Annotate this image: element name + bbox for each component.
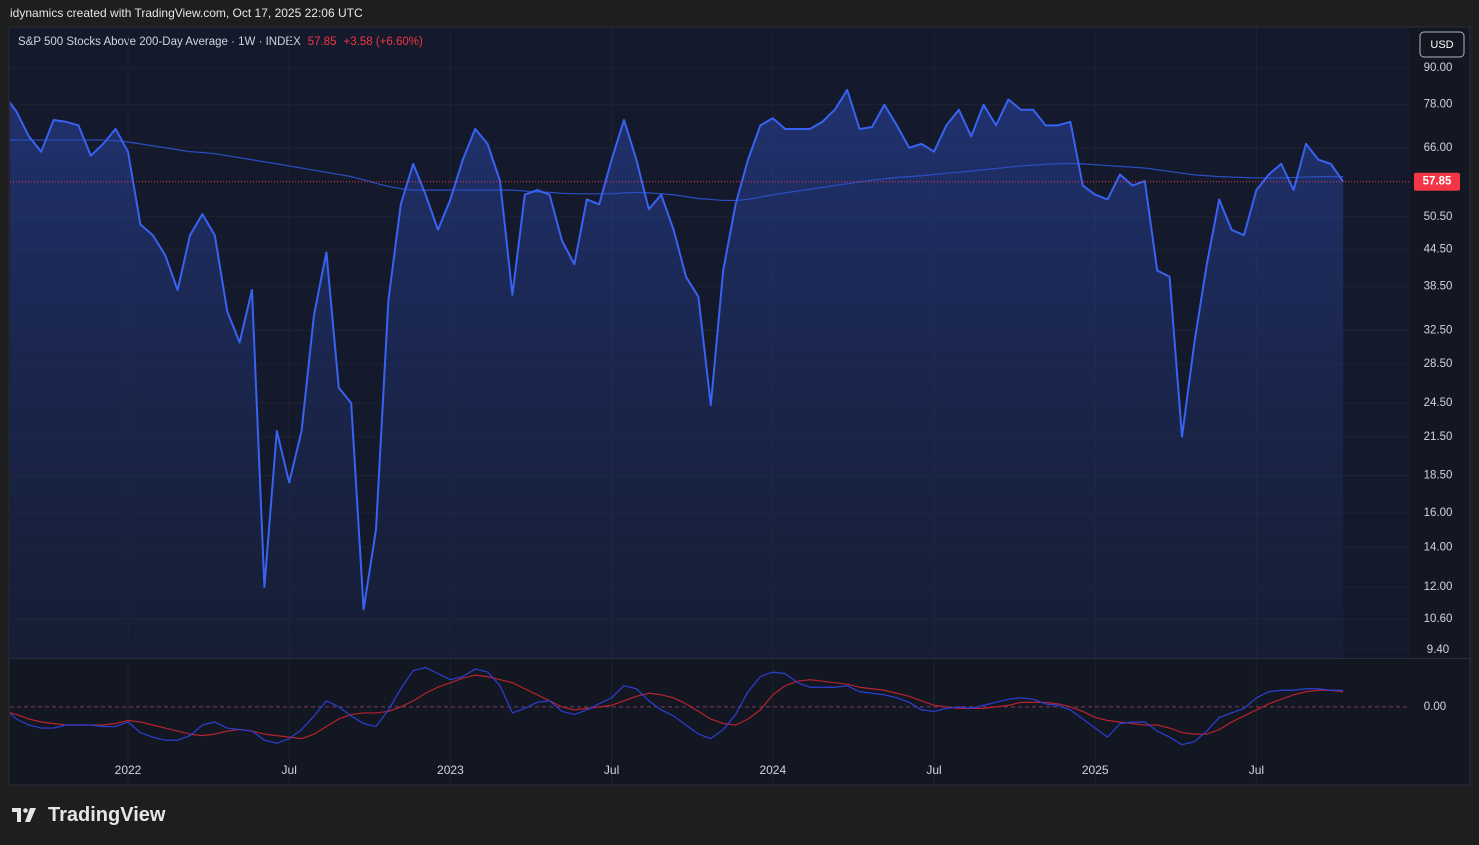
attribution: idynamics created with TradingView.com, … [10,6,363,20]
last-value-label: 57.85 [1423,176,1452,188]
y-tick-label: 78.00 [1424,99,1453,111]
last-value-tag [1414,172,1460,191]
y-tick-label: 90.00 [1424,62,1453,74]
y-tick-label: 50.50 [1424,211,1453,223]
line [10,88,1345,611]
y-tick-label: 9.40 [1427,644,1449,656]
logo-icon [23,808,28,813]
y-tick-label: 21.50 [1424,431,1453,443]
plot [10,88,1345,658]
x-tick-label: Jul [926,763,941,777]
x-tick-label: 2023 [437,763,464,777]
x-tick-label: Jul [282,763,297,777]
currency[interactable]: USD [1430,39,1453,51]
logo-text: TradingView [48,804,166,826]
y-tick-label: 14.00 [1424,541,1453,553]
y-tick-label: 32.50 [1424,324,1453,336]
line [10,666,1344,746]
y-tick-label: 12.00 [1424,581,1453,593]
y-tick-label: 28.50 [1424,358,1453,370]
x-tick-label: Jul [604,763,619,777]
line [10,674,1344,740]
x-tick-label: 2022 [115,763,142,777]
x-tick-label: 2025 [1082,763,1109,777]
logo-icon [25,808,36,822]
chart-title: S&P 500 Stocks Above 200-Day Average · 1… [18,36,301,48]
last-value: 57.85 [308,36,337,48]
y-tick-label: 44.50 [1424,243,1453,255]
change: +3.58 (+6.60%) [344,36,423,48]
y-tick-label: 18.50 [1424,470,1453,482]
plot [10,666,1344,746]
y-tick-label: 24.50 [1424,397,1453,409]
y-tick-label: 0.00 [1424,701,1446,713]
x-tick-label: Jul [1249,763,1264,777]
logo: TradingView [12,804,166,826]
logo-icon [12,808,21,822]
currency-button[interactable] [1419,31,1465,58]
y-tick-label: 10.60 [1424,613,1453,625]
y-tick-label: 38.50 [1424,281,1453,293]
area [10,89,1344,658]
y-tick-label: 66.00 [1424,142,1453,154]
line [10,139,1344,202]
x-tick-label: 2024 [759,763,786,777]
y-tick-label: 16.00 [1424,507,1453,519]
